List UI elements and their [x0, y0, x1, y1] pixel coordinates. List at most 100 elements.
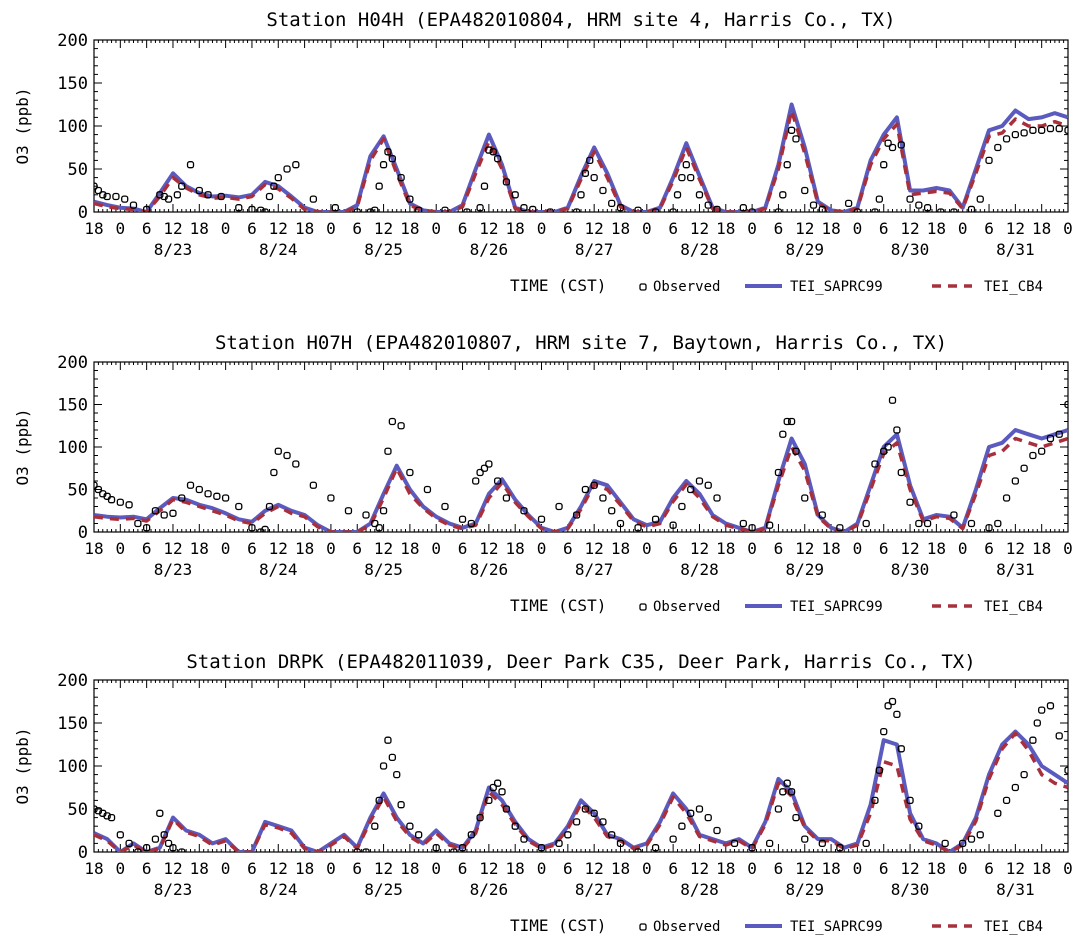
observed-point	[270, 182, 278, 190]
observed-point	[590, 173, 598, 182]
observed-point	[678, 502, 686, 511]
observed-point	[529, 205, 537, 212]
y-tick-label: 200	[57, 671, 88, 691]
observed-point	[1055, 124, 1063, 133]
x-tick-label: 18	[716, 859, 735, 878]
observed-point	[265, 502, 274, 511]
observed-point	[173, 191, 182, 199]
x-tick-label: 0	[221, 859, 231, 878]
observed-point	[994, 809, 1002, 817]
x-tick-label: 6	[458, 539, 468, 558]
observed-point	[893, 426, 901, 434]
observed-point	[1029, 126, 1037, 134]
observed-point	[967, 519, 976, 528]
observed-point	[309, 195, 318, 203]
y-tick-label: 150	[57, 714, 88, 734]
observed-point	[915, 519, 923, 528]
observed-point	[779, 191, 787, 199]
observed-point	[634, 848, 642, 852]
date-label: 8/29	[785, 560, 824, 579]
x-tick-label: 0	[958, 539, 968, 558]
observed-point	[801, 835, 809, 843]
observed-point	[616, 519, 625, 528]
observed-point	[406, 822, 414, 830]
observed-point	[511, 822, 519, 830]
observed-point	[129, 201, 138, 209]
date-label: 8/30	[891, 560, 930, 579]
x-tick-label: 12	[795, 219, 814, 238]
observed-point	[195, 186, 203, 195]
observed-point	[502, 805, 511, 813]
observed-point	[156, 809, 164, 817]
x-tick-label: 6	[984, 219, 994, 238]
observed-point	[1029, 736, 1037, 744]
observed-point	[787, 126, 796, 134]
observed-point	[283, 165, 291, 173]
date-label: 8/23	[154, 560, 193, 579]
observed-point	[871, 208, 879, 212]
chart-title: Station DRPK (EPA482011039, Deer Park C3…	[186, 651, 975, 673]
observed-point	[884, 139, 892, 147]
date-label: 8/29	[785, 240, 824, 259]
observed-point	[1046, 124, 1055, 133]
observed-point	[779, 430, 787, 438]
date-label: 8/28	[680, 880, 719, 899]
observed-point	[766, 839, 774, 848]
observed-point	[178, 494, 186, 502]
observed-point	[116, 831, 124, 839]
x-tick-label: 18	[506, 539, 525, 558]
x-tick-label: 12	[163, 859, 182, 878]
date-label: 8/29	[785, 880, 824, 899]
observed-point	[669, 521, 677, 529]
observed-point	[1020, 464, 1028, 472]
date-label: 8/31	[996, 880, 1035, 899]
observed-point	[880, 727, 888, 736]
observed-point	[844, 199, 853, 208]
observed-point	[94, 481, 98, 489]
observed-point	[121, 195, 129, 203]
date-label: 8/26	[470, 560, 509, 579]
x-tick-label: 18	[821, 219, 840, 238]
observed-point	[739, 519, 747, 528]
observed-point	[884, 702, 892, 710]
x-tick-label: 0	[642, 539, 652, 558]
observed-point	[371, 822, 379, 830]
observed-point	[472, 477, 480, 485]
legend-observed-marker	[639, 923, 647, 931]
observed-point	[862, 519, 870, 528]
x-tick-label: 12	[900, 859, 919, 878]
observed-point	[476, 204, 484, 212]
observed-point	[577, 191, 585, 199]
x-tick-label: 12	[269, 859, 288, 878]
observed-point	[704, 813, 712, 822]
x-tick-label: 6	[774, 539, 784, 558]
observed-point	[893, 710, 901, 719]
observed-point	[125, 839, 133, 848]
observed-point	[564, 831, 572, 839]
observed-point	[415, 831, 423, 839]
observed-point	[537, 515, 546, 523]
x-tick-label: 0	[431, 539, 441, 558]
legend-saprc99-label: TEI_SAPRC99	[790, 919, 883, 935]
x-tick-label: 6	[668, 219, 678, 238]
observed-point	[257, 528, 265, 532]
observed-point	[537, 844, 546, 852]
observed-point	[292, 161, 300, 169]
x-tick-label: 6	[142, 539, 152, 558]
observed-point	[937, 208, 945, 212]
date-label: 8/23	[154, 880, 193, 899]
observed-point	[774, 805, 783, 813]
observed-point	[608, 199, 616, 208]
legend-observed-label: Observed	[653, 279, 720, 295]
x-tick-label: 0	[221, 219, 231, 238]
legend-observed-marker	[639, 603, 647, 611]
observed-point	[107, 496, 116, 504]
x-tick-label: 6	[142, 219, 152, 238]
legend-saprc99-label: TEI_SAPRC99	[790, 599, 883, 615]
observed-point	[388, 417, 396, 426]
observed-point	[397, 173, 405, 182]
x-axis-label: TIME (CST)	[510, 596, 606, 615]
x-tick-label: 18	[1032, 859, 1051, 878]
observed-point	[1002, 135, 1011, 143]
